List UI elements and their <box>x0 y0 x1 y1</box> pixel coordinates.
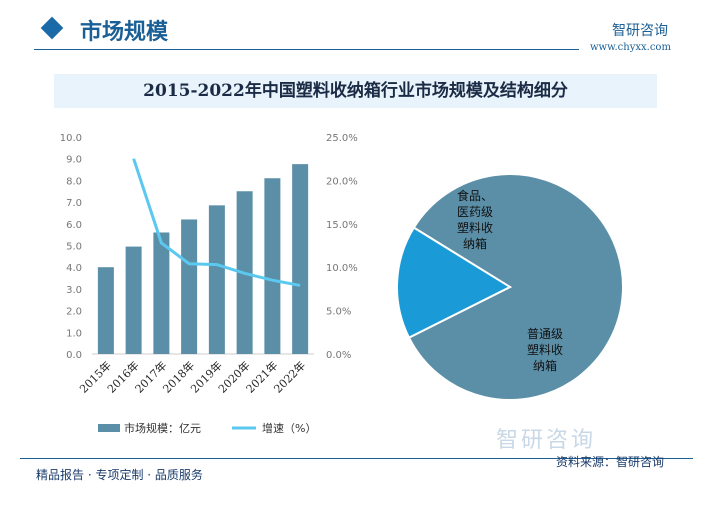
pie-label: 塑料收 <box>527 342 563 357</box>
legend-label: 增速（%） <box>262 421 316 435</box>
y2-tick-label: 0.0% <box>326 350 351 361</box>
y-tick-label: 10.0 <box>60 133 82 144</box>
pie-label: 纳箱 <box>533 358 557 373</box>
brand-url: www.chyxx.com <box>590 42 671 53</box>
watermark: 智研咨询 <box>496 428 597 453</box>
bar <box>208 205 225 354</box>
bar <box>97 267 114 354</box>
y2-tick-label: 10.0% <box>326 263 358 274</box>
brand-logo: 智研咨询 <box>612 23 668 39</box>
pie-slice <box>407 173 624 401</box>
section-title: 市场规模 <box>80 19 169 45</box>
bar <box>125 246 142 354</box>
pie-label: 纳箱 <box>463 236 487 251</box>
y-tick-label: 5.0 <box>66 242 82 253</box>
y2-tick-label: 20.0% <box>326 176 358 187</box>
pie-label: 普通级 <box>527 327 563 341</box>
y-tick-label: 2.0 <box>66 307 82 318</box>
y-tick-label: 8.0 <box>66 176 82 187</box>
footer-source: 资料来源：智研咨询 <box>556 455 665 469</box>
x-tick-label: 2022年 <box>271 358 308 395</box>
bar <box>181 219 198 354</box>
pie-label: 食品、 <box>457 188 493 203</box>
y-tick-label: 9.0 <box>66 155 82 166</box>
y-tick-label: 7.0 <box>66 198 82 209</box>
y2-tick-label: 25.0% <box>326 133 358 144</box>
y-tick-label: 1.0 <box>66 328 82 339</box>
y-tick-label: 4.0 <box>66 263 82 274</box>
pie-label: 塑料收 <box>457 220 493 235</box>
bar <box>264 178 281 354</box>
y2-tick-label: 5.0% <box>326 307 351 318</box>
bar <box>292 164 309 354</box>
growth-line <box>132 158 301 287</box>
bar <box>153 232 170 354</box>
y2-tick-label: 15.0% <box>326 220 358 231</box>
chart-title: 2015-2022年中国塑料收纳箱行业市场规模及结构细分 <box>54 74 657 108</box>
y-tick-label: 6.0 <box>66 220 82 231</box>
legend-label: 市场规模：亿元 <box>124 421 201 435</box>
footer-slogan: 精品报告 · 专项定制 · 品质服务 <box>36 468 203 482</box>
divider <box>34 49 579 50</box>
pie-slice <box>396 226 513 340</box>
y-tick-label: 3.0 <box>66 285 82 296</box>
pie-label: 医药级 <box>457 205 493 219</box>
legend-swatch-bar <box>98 424 120 432</box>
divider <box>20 458 693 459</box>
y-tick-label: 0.0 <box>66 350 82 361</box>
